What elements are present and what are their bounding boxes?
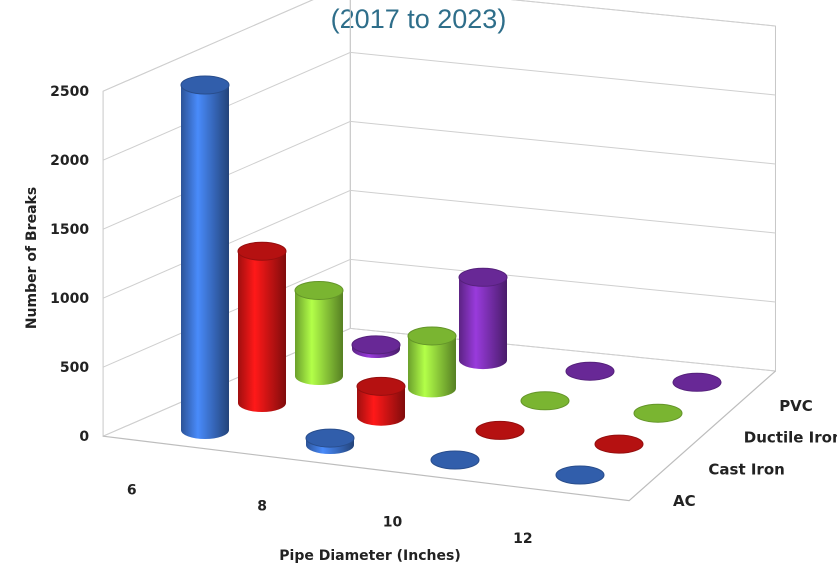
y-tick-label: 1000: [50, 291, 89, 307]
bar-ductile-iron-6: [294, 280, 344, 385]
y-tick-label: 1500: [50, 222, 89, 238]
bar-ac-8: [305, 428, 355, 454]
series-label-ductile-iron: Ductile Iron: [744, 429, 837, 447]
bar-body: [238, 251, 286, 412]
bar-top: [430, 450, 480, 470]
bar-body: [459, 277, 507, 370]
bar-body: [408, 335, 456, 398]
bar-pvc-8: [458, 267, 508, 370]
bar-top: [458, 267, 508, 287]
chart-labels: 0 500 1000 1500 2000 2500 6 8 10 12 AC Cast Iron Duc…: [24, 84, 837, 564]
bar-cast-iron-12: [594, 434, 644, 454]
chart-title: (2017 to 2023): [330, 4, 507, 34]
bar-pvc-10: [565, 361, 615, 381]
chart-axes: [103, 370, 776, 502]
bar-cast-iron-10: [475, 420, 525, 440]
bar-ductile-iron-10: [520, 391, 570, 411]
y-tick-label: 500: [60, 360, 89, 376]
bar-top: [555, 465, 605, 485]
bar-ac-12: [555, 465, 605, 485]
bar-ac-6: [180, 75, 230, 439]
bar-top: [351, 335, 401, 355]
bar-pvc-12: [672, 372, 722, 392]
chart-bars: [180, 75, 722, 485]
bar-body: [357, 386, 405, 426]
bar-top: [594, 434, 644, 454]
y-tick-label: 2500: [50, 84, 89, 100]
y-tick-label: 0: [79, 429, 89, 445]
x-tick-label: 12: [513, 531, 532, 547]
bar-top: [237, 241, 287, 261]
bar-body: [181, 85, 229, 439]
bar-ductile-iron-8: [407, 326, 457, 398]
bar-ductile-iron-12: [633, 403, 683, 423]
series-label-pvc: PVC: [779, 397, 813, 415]
series-label-cast-iron: Cast Iron: [708, 460, 784, 478]
bar-top: [475, 420, 525, 440]
y-axis-label: Number of Breaks: [24, 187, 40, 329]
gridline: [102, 0, 776, 92]
x-tick-label: 8: [257, 498, 267, 514]
bar-top: [520, 391, 570, 411]
bar-top: [180, 75, 230, 95]
floor-edge: [103, 370, 776, 502]
bar-top: [407, 326, 457, 346]
bar-top: [633, 403, 683, 423]
bar-top: [305, 428, 355, 448]
x-tick-label: 6: [127, 482, 137, 498]
bar-cast-iron-6: [237, 241, 287, 412]
y-tick-label: 2000: [50, 153, 89, 169]
bar-top: [294, 280, 344, 300]
bar-cast-iron-8: [356, 376, 406, 426]
bar-top: [356, 376, 406, 396]
bar-body: [295, 290, 343, 385]
series-label-ac: AC: [673, 492, 696, 510]
back-wall: [349, 0, 776, 372]
x-axis-label: Pipe Diameter (Inches): [279, 548, 460, 564]
bar-ac-10: [430, 450, 480, 470]
bar-pvc-6: [351, 335, 401, 358]
bar-top: [672, 372, 722, 392]
x-tick-label: 10: [383, 515, 403, 531]
bar-top: [565, 361, 615, 381]
